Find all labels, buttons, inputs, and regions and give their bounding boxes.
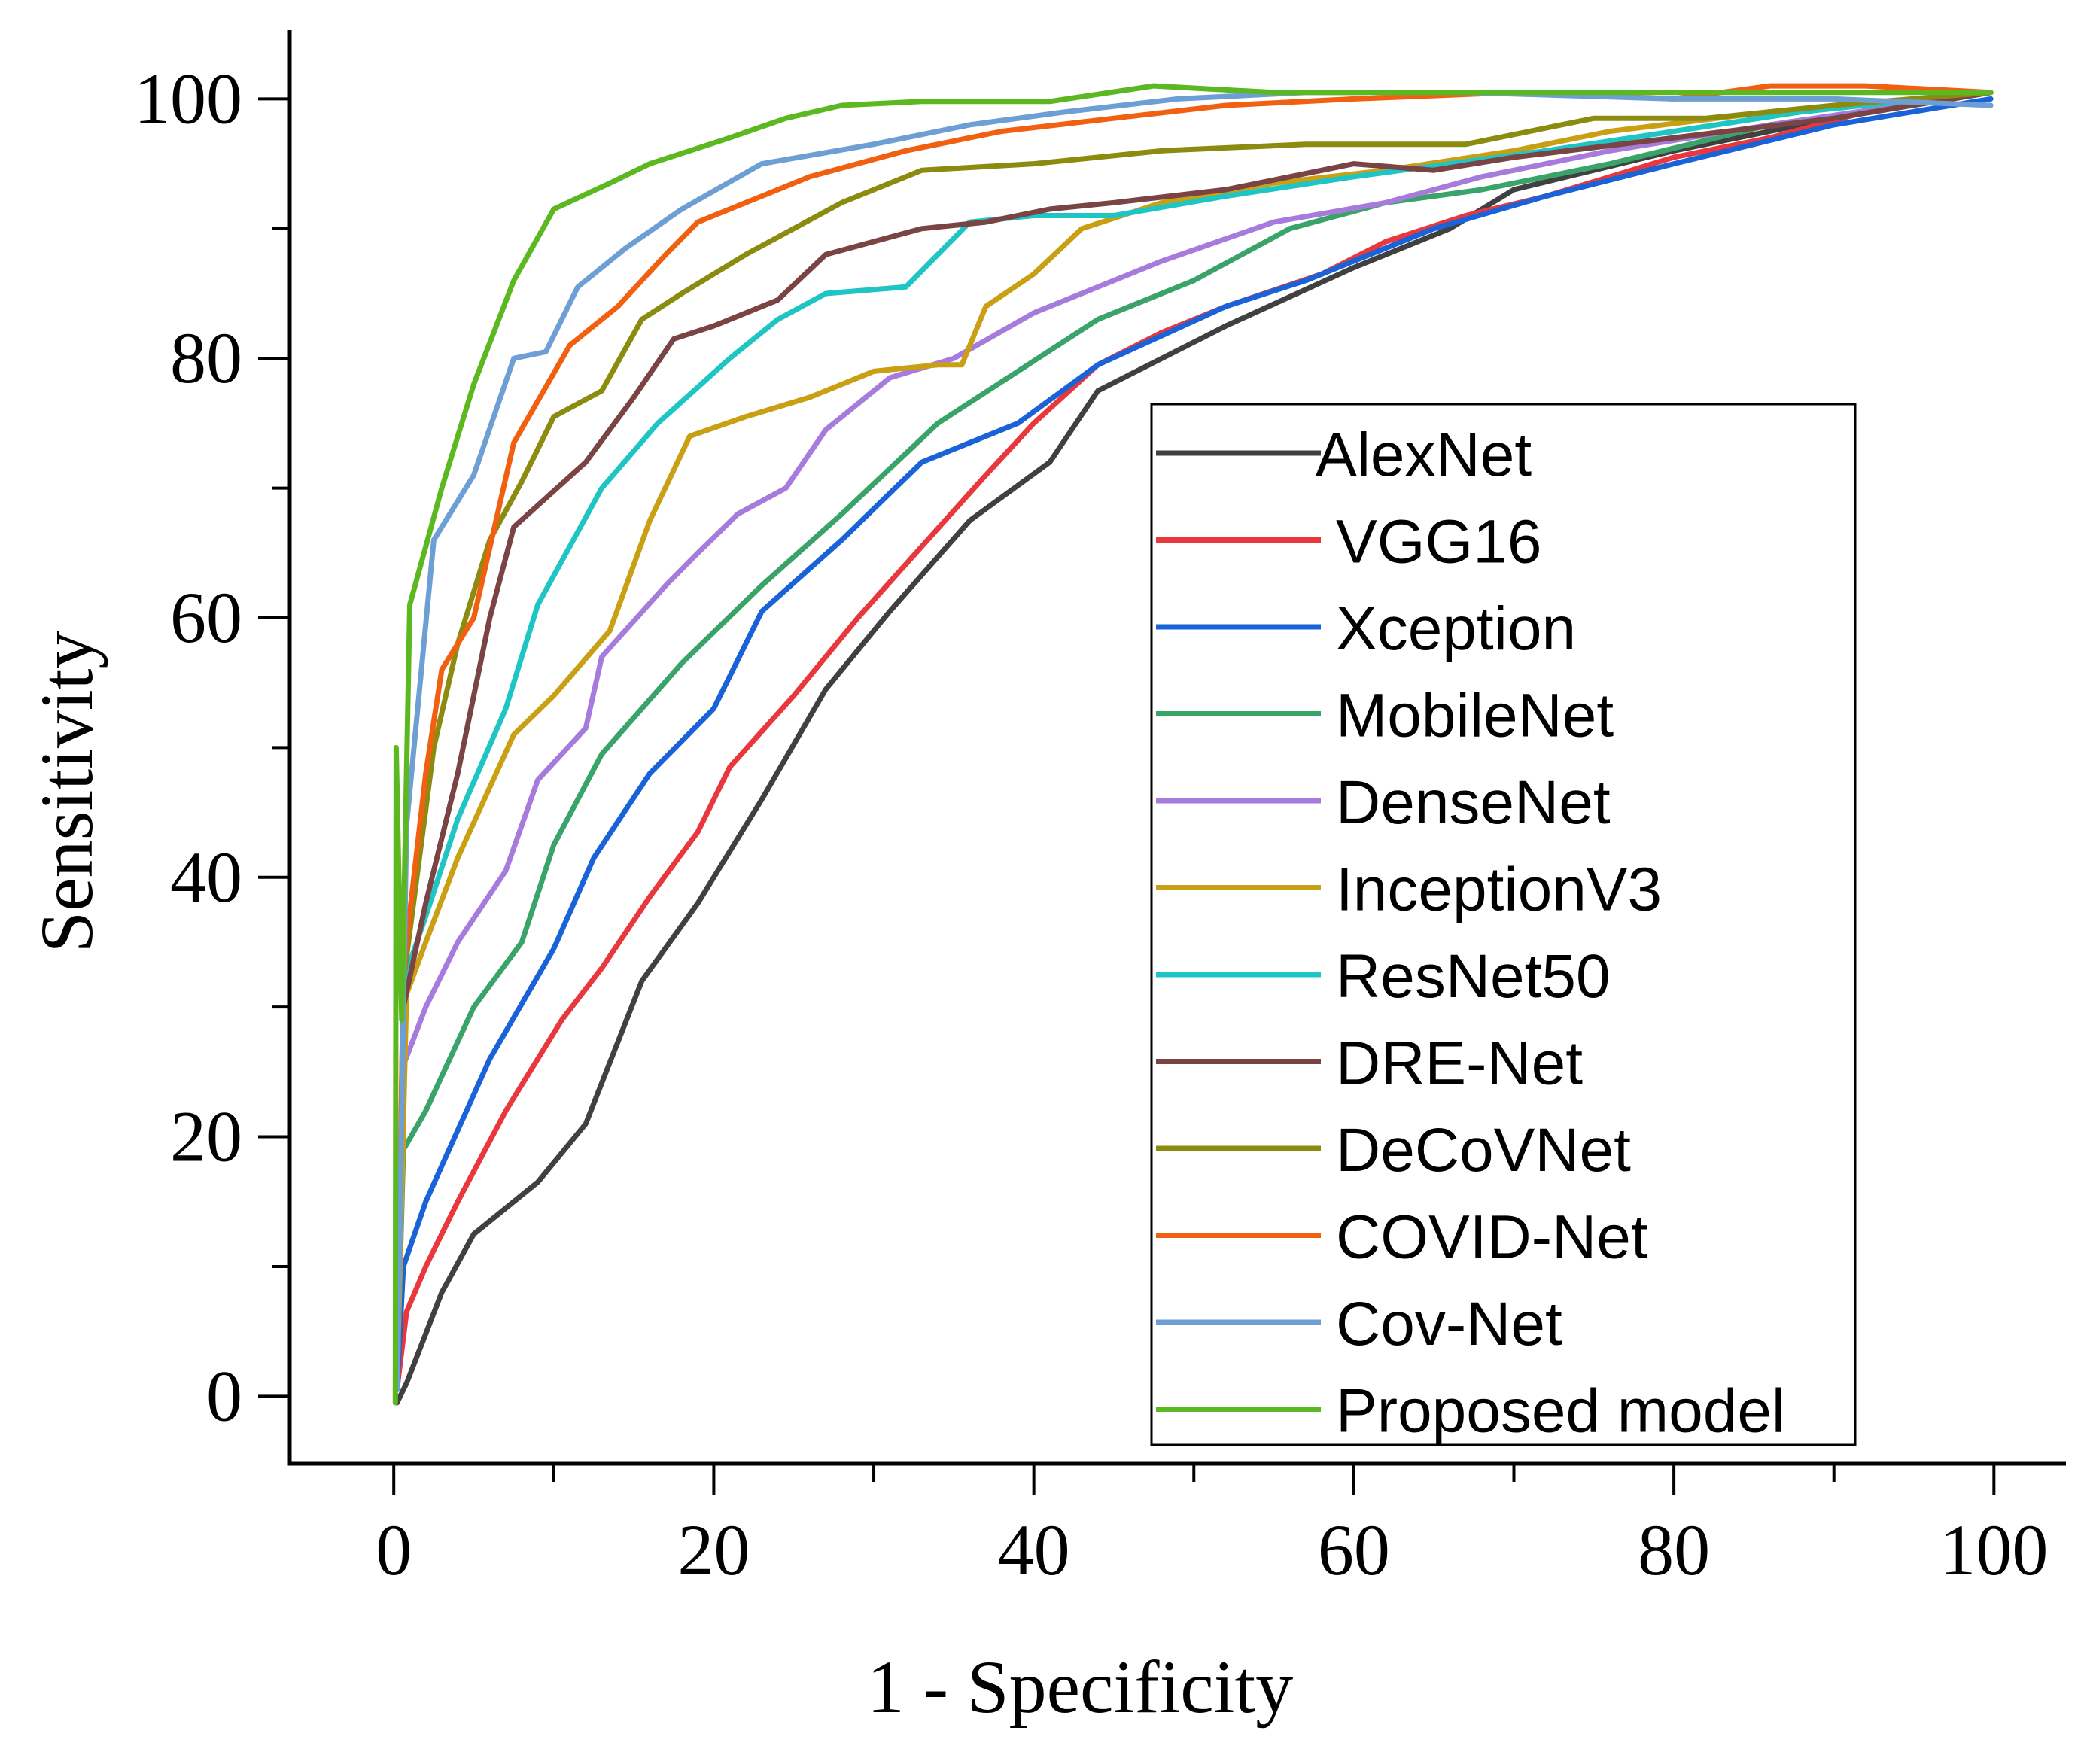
x-tick-label: 60 <box>1318 1510 1390 1590</box>
x-tick-label: 0 <box>376 1510 412 1590</box>
ticks-group <box>258 97 1996 1495</box>
legend-label-dre-net: DRE-Net <box>1336 1030 1583 1098</box>
legend-box <box>1150 403 1857 1446</box>
series-line-mobilenet <box>394 90 1994 1386</box>
legend-label-decovnet: DeCoVNet <box>1336 1116 1631 1185</box>
y-tick-label: 80 <box>170 318 242 398</box>
legend-label-mobilenet: MobileNet <box>1336 682 1614 750</box>
legend-label-alexnet: AlexNet <box>1316 421 1532 489</box>
y-tick-label: 40 <box>170 837 242 917</box>
y-tick-label: 100 <box>134 58 242 138</box>
legend: AlexNet VGG16 Xception MobileNet DenseNet Inc… <box>1150 403 1857 1446</box>
x-tick-label: 80 <box>1638 1510 1710 1590</box>
legend-label-covid-net: COVID-Net <box>1336 1203 1648 1272</box>
series-line-proposed-model <box>392 83 1994 1406</box>
plot-series-group <box>392 83 1994 1406</box>
legend-label-resnet50: ResNet50 <box>1336 942 1611 1011</box>
y-tick-label: 60 <box>170 577 242 658</box>
series-line-xception <box>394 96 1994 1393</box>
legend-label-xception: Xception <box>1336 595 1576 663</box>
legend-label-inceptionv3: InceptionV3 <box>1336 856 1662 924</box>
x-tick-label: 20 <box>677 1510 750 1590</box>
series-line-densenet <box>394 90 1994 1386</box>
tick-labels-group: 0 20 40 60 80 100 0 20 40 60 80 100 <box>134 58 2048 1590</box>
legend-label-cov-net: Cov-Net <box>1336 1290 1562 1358</box>
x-tick-label: 40 <box>998 1510 1070 1590</box>
y-axis-title: Sensitivity <box>25 631 108 953</box>
legend-label-densenet: DenseNet <box>1336 768 1611 837</box>
x-tick-label: 100 <box>1939 1510 2048 1590</box>
x-axis-title: 1 - Specificity <box>867 1645 1294 1729</box>
series-line-dre-net <box>394 90 1994 1393</box>
y-tick-label: 0 <box>206 1355 242 1436</box>
legend-label-vgg16: VGG16 <box>1336 508 1541 576</box>
legend-label-proposed-model: Proposed model <box>1336 1377 1785 1446</box>
series-line-decovnet <box>394 90 1994 1393</box>
y-tick-label: 20 <box>170 1096 242 1177</box>
